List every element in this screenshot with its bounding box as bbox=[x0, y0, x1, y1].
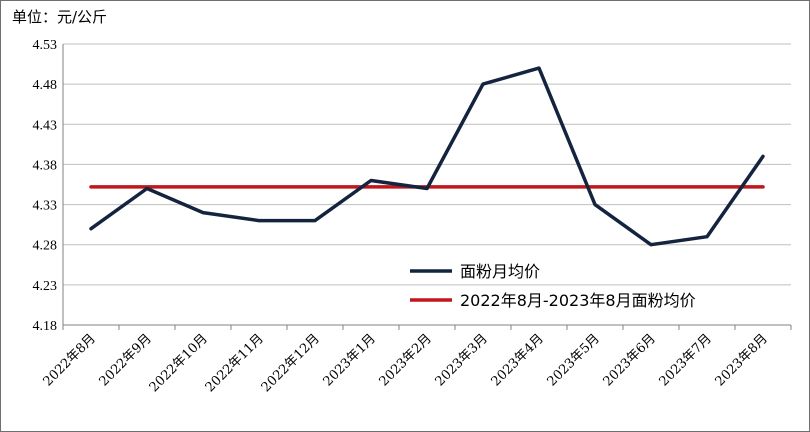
y-tick-label: 4.28 bbox=[33, 239, 58, 254]
series-lines bbox=[89, 66, 765, 247]
y-tick-label: 4.48 bbox=[33, 78, 58, 93]
x-tick-label: 2023年1月 bbox=[321, 331, 379, 389]
x-tick-label: 2023年2月 bbox=[377, 331, 435, 389]
x-tick-label: 2023年5月 bbox=[545, 331, 603, 389]
x-tick-label: 2022年9月 bbox=[97, 331, 155, 389]
axes bbox=[62, 44, 792, 330]
x-tick-label: 2023年8月 bbox=[713, 331, 771, 389]
y-tick-label: 4.53 bbox=[33, 38, 58, 53]
x-axis-ticks: 2022年8月2022年9月2022年10月2022年11月2022年12月20… bbox=[41, 331, 771, 395]
y-tick-label: 4.38 bbox=[33, 158, 58, 173]
x-tick-label: 2023年4月 bbox=[489, 331, 547, 389]
grid-lines bbox=[63, 43, 791, 286]
x-tick-label: 2023年6月 bbox=[601, 331, 659, 389]
legend: 面粉月均价 2022年8月-2023年8月面粉均价 bbox=[410, 262, 696, 310]
y-axis-ticks: 4.53 4.48 4.43 4.38 4.33 4.28 4.23 4.18 bbox=[33, 38, 58, 334]
series-line-flour-monthly-avg bbox=[89, 66, 765, 247]
x-tick-label: 2022年11月 bbox=[203, 331, 267, 395]
legend-label: 面粉月均价 bbox=[460, 262, 540, 281]
x-tick-label: 2022年12月 bbox=[259, 331, 323, 395]
x-tick-label: 2023年3月 bbox=[433, 331, 491, 389]
unit-label: 单位：元/公斤 bbox=[12, 8, 108, 26]
x-tick-label: 2023年7月 bbox=[657, 331, 715, 389]
y-tick-label: 4.33 bbox=[33, 199, 58, 214]
y-tick-label: 4.18 bbox=[33, 319, 58, 334]
x-tick-label: 2022年10月 bbox=[147, 331, 211, 395]
y-tick-label: 4.43 bbox=[33, 118, 58, 133]
x-tick-label: 2022年8月 bbox=[41, 331, 99, 389]
legend-label: 2022年8月-2023年8月面粉均价 bbox=[460, 291, 696, 310]
y-tick-label: 4.23 bbox=[33, 279, 58, 294]
